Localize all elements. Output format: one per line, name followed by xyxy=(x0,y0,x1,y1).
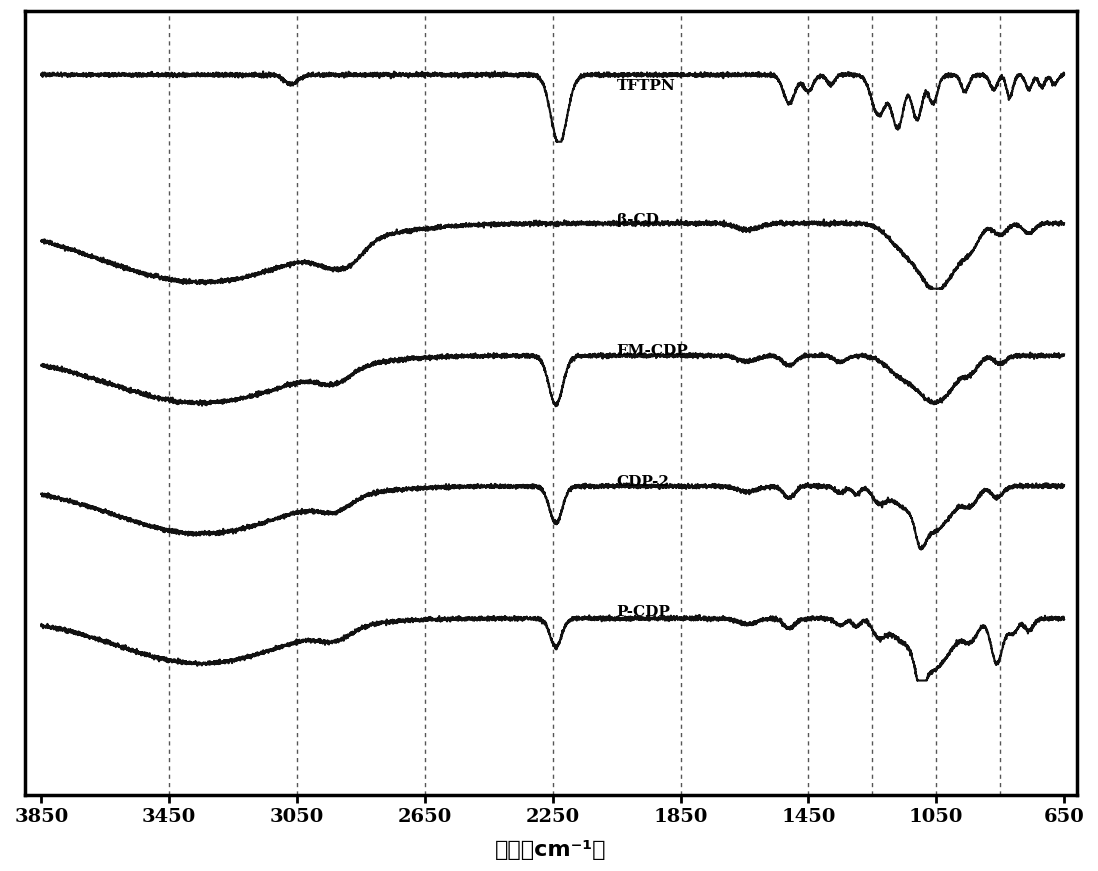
Text: β-CD: β-CD xyxy=(617,213,659,227)
Text: TFTPN: TFTPN xyxy=(617,78,675,92)
Text: P-CDP: P-CDP xyxy=(617,605,671,619)
Text: CDP-2: CDP-2 xyxy=(617,475,670,489)
X-axis label: 波数（cm⁻¹）: 波数（cm⁻¹） xyxy=(495,840,607,860)
Text: EM-CDP: EM-CDP xyxy=(617,344,688,358)
